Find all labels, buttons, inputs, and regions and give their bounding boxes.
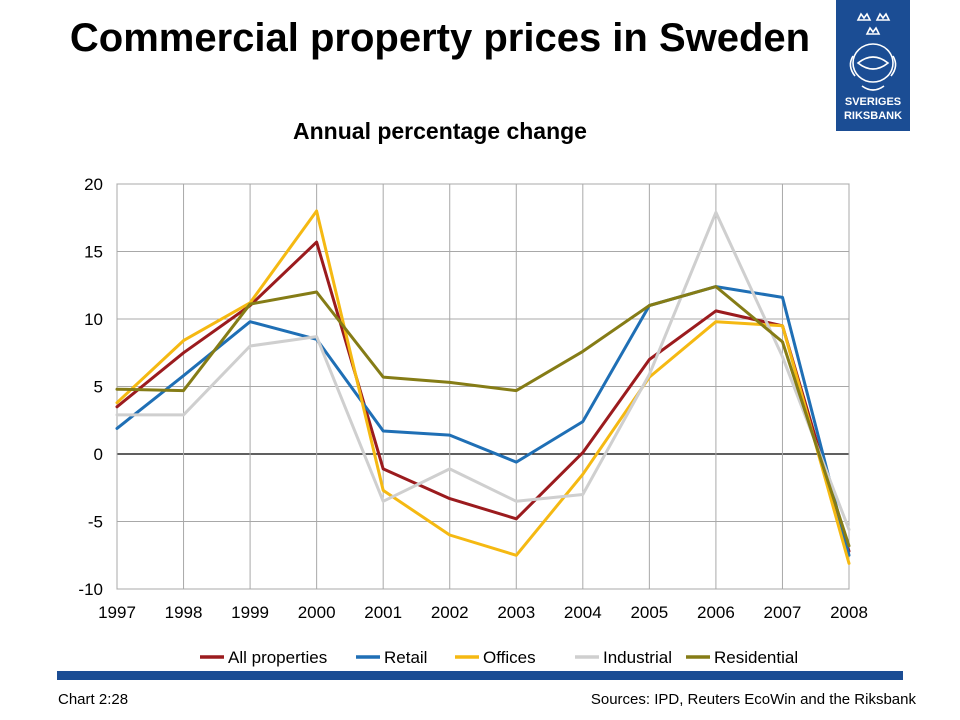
y-tick-label: -10 [78, 580, 103, 599]
legend-label-retail: Retail [384, 648, 427, 667]
x-tick-label: 2003 [497, 603, 535, 622]
series-line-offices [115, 209, 851, 565]
y-tick-label: 5 [94, 378, 103, 397]
x-tick-label: 1999 [231, 603, 269, 622]
gridlines [116, 183, 850, 590]
riksbank-logo: SVERIGES RIKSBANK [836, 0, 910, 131]
legend-label-residential: Residential [714, 648, 798, 667]
x-tick-label: 2004 [564, 603, 602, 622]
chart-title: Commercial property prices in Sweden [69, 16, 811, 60]
x-tick-label: 2005 [630, 603, 668, 622]
logo-text-line2: RIKSBANK [844, 110, 902, 122]
y-tick-label: 10 [84, 310, 103, 329]
y-tick-label: 15 [84, 243, 103, 262]
chart-subtitle: Annual percentage change [293, 118, 587, 144]
x-tick-label: 2002 [431, 603, 469, 622]
legend-label-industrial: Industrial [603, 648, 672, 667]
x-tick-label: 2000 [298, 603, 336, 622]
series-line-industrial [115, 210, 851, 532]
chart-id-label: Chart 2:28 [58, 691, 129, 708]
sources-note: Sources: IPD, Reuters EcoWin and the Rik… [590, 691, 916, 708]
series-lines [115, 209, 851, 565]
x-axis-ticks: 1997 1998 1999 2000 2001 2002 2003 2004 2005 2006… [98, 603, 868, 622]
x-tick-label: 2001 [364, 603, 402, 622]
x-tick-label: 2008 [830, 603, 868, 622]
y-axis-ticks: 20 15 10 5 0 -5 -10 [78, 175, 103, 599]
y-tick-label: 0 [94, 445, 103, 464]
x-tick-label: 2006 [697, 603, 735, 622]
legend-label-all-properties: All properties [228, 648, 327, 667]
bottom-divider-bar [57, 671, 903, 680]
legend-label-offices: Offices [483, 648, 536, 667]
series-line-residential [115, 285, 851, 548]
series-line-all-properties [115, 240, 851, 553]
x-tick-label: 1997 [98, 603, 136, 622]
y-tick-label: 20 [84, 175, 103, 194]
x-tick-label: 2007 [764, 603, 802, 622]
logo-text-line1: SVERIGES [845, 96, 901, 108]
legend: All properties Retail Offices Industrial Res… [200, 648, 798, 667]
series-line-retail [115, 285, 851, 557]
y-tick-label: -5 [88, 513, 103, 532]
x-tick-label: 1998 [165, 603, 203, 622]
